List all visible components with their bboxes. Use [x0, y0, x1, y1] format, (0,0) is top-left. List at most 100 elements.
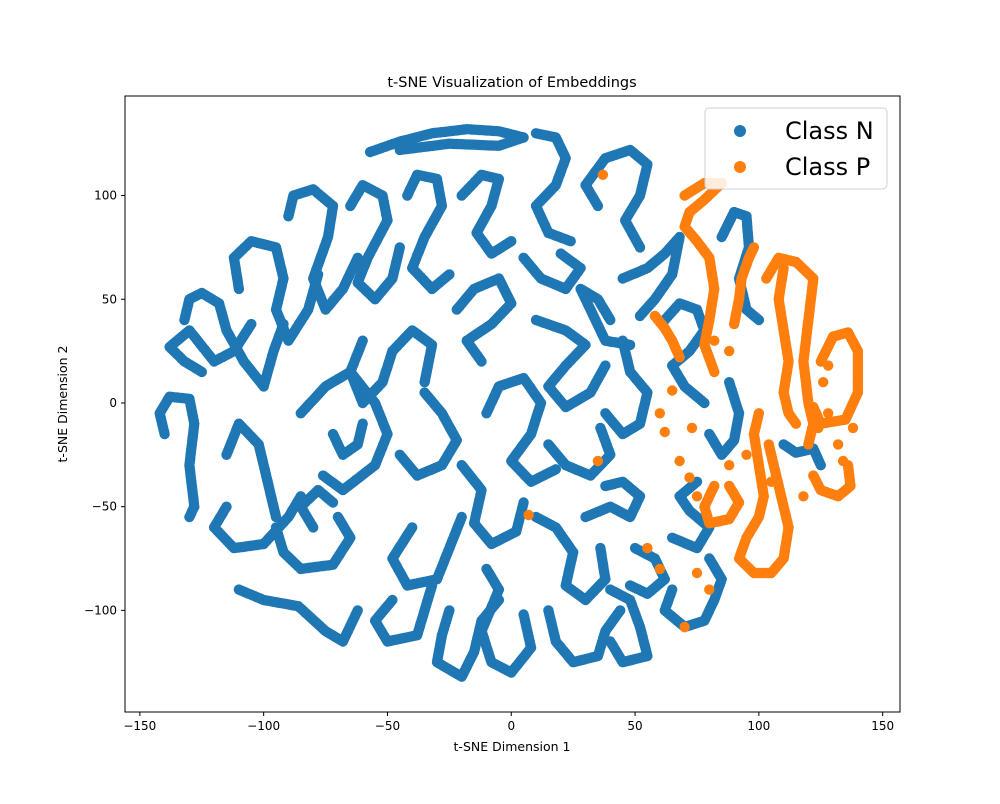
class-n-point [419, 377, 430, 388]
legend-marker-class-p [734, 161, 746, 173]
class-p-point [674, 352, 685, 363]
class-n-point [600, 480, 611, 492]
axes-frame [124, 95, 901, 713]
class-p-point [724, 460, 735, 471]
y-tick-label: −100 [84, 603, 117, 617]
class-n-point [317, 470, 329, 481]
class-n-point [332, 511, 344, 523]
x-tick-label: −150 [123, 719, 156, 733]
class-p-point [709, 366, 720, 378]
legend-box [704, 107, 888, 190]
class-p-point [808, 401, 819, 413]
class-p-point [798, 491, 809, 502]
class-n-point [270, 511, 282, 523]
class-p-point [803, 439, 814, 450]
x-tick-label: −100 [247, 719, 280, 733]
class-p-point [597, 169, 609, 180]
legend-label-class-p: Class P [785, 153, 870, 181]
class-p-point [642, 542, 653, 554]
legend-label-class-n: Class N [785, 117, 874, 145]
class-n-point [550, 464, 561, 475]
class-n-point [815, 460, 826, 471]
class-n-point [394, 144, 405, 156]
class-n-point [357, 418, 368, 429]
class-n-point [595, 542, 606, 554]
class-p-point [847, 422, 859, 434]
data-points [154, 124, 864, 682]
x-tick-label: −50 [375, 719, 400, 733]
class-p-point [674, 455, 685, 467]
class-n-point [555, 248, 566, 259]
class-p-point [592, 455, 604, 467]
class-n-point [699, 397, 710, 409]
class-n-point [753, 314, 765, 326]
class-p-point [684, 472, 695, 483]
class-n-point [506, 236, 517, 247]
y-tick-label: −50 [92, 500, 117, 514]
class-n-point [634, 310, 646, 322]
x-tick-label: 50 [627, 719, 642, 733]
x-tick-label: 0 [507, 719, 515, 733]
class-p-point [763, 439, 774, 450]
y-tick-label: 0 [109, 396, 117, 410]
class-n-point [634, 242, 646, 253]
class-n-point [352, 252, 363, 263]
class-p-point [724, 480, 735, 492]
class-n-point [724, 377, 735, 388]
class-p-point [667, 385, 678, 396]
class-p-point [766, 476, 777, 487]
class-n-point [565, 236, 576, 247]
class-p-point [686, 422, 698, 434]
class-p-point [704, 584, 715, 595]
class-p-point [709, 335, 720, 346]
class-n-point [615, 605, 626, 616]
y-axis-label: t-SNE Dimension 2 [55, 346, 70, 463]
class-p-point [818, 377, 829, 388]
y-axis-ticks: −100 −50 0 50 100 [84, 189, 125, 617]
class-n-point [184, 511, 195, 523]
class-n-point [352, 605, 363, 616]
class-n-point [419, 387, 430, 398]
class-p-point [823, 360, 834, 371]
class-p-point [790, 418, 802, 429]
class-p-point [724, 345, 735, 357]
class-p-point [654, 408, 665, 419]
class-n-point [444, 269, 455, 280]
class-n-point [605, 584, 616, 595]
chart-title: t-SNE Visualization of Embeddings [387, 75, 636, 91]
class-p-point [691, 567, 703, 579]
class-p-point [523, 509, 534, 521]
y-tick-label: 100 [94, 189, 117, 203]
class-n-point [327, 497, 339, 508]
class-p-point [837, 455, 849, 467]
class-p-point [748, 242, 760, 253]
class-n-point [476, 356, 487, 367]
class-n-point [595, 422, 606, 434]
x-tick-label: 100 [747, 719, 770, 733]
class-p-point [659, 426, 670, 438]
class-p-point [654, 563, 665, 575]
legend-marker-class-n [734, 125, 746, 137]
class-n-point [518, 497, 529, 508]
class-n-point [426, 580, 438, 591]
class-n-point [456, 511, 467, 523]
class-p-point [832, 439, 844, 450]
class-n-point [617, 335, 628, 346]
x-axis-label: t-SNE Dimension 1 [454, 739, 571, 754]
class-n-point [600, 360, 611, 371]
class-n-point [394, 242, 405, 253]
x-axis-ticks: −150 −100 −50 0 50 100 150 [123, 712, 894, 733]
class-n-point [704, 553, 715, 564]
class-p-point [823, 408, 834, 419]
class-n-point [518, 609, 529, 620]
class-n-point [624, 580, 636, 591]
class-p-point [679, 621, 690, 633]
class-p-point [741, 449, 752, 460]
class-n-point [246, 318, 257, 330]
y-tick-label: 50 [102, 292, 117, 306]
x-tick-label: 150 [871, 719, 894, 733]
plot-area [125, 96, 900, 712]
class-p-point [691, 491, 703, 502]
